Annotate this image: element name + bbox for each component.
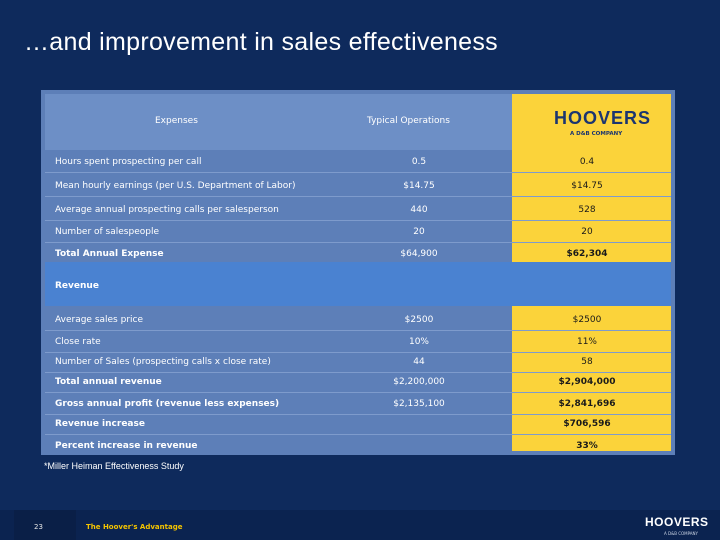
hoovers-logo: HOOVERS A D&B COMPANY: [512, 94, 671, 150]
hoovers-value: 0.4: [579, 157, 595, 167]
footer-logo-sub: A D&B COMPANY: [664, 531, 698, 536]
typical-value: $2,200,000: [393, 377, 445, 387]
table-row: Total Annual Expense $64,900 $62,304: [45, 244, 671, 264]
slide-title: …and improvement in sales effectiveness: [24, 28, 498, 56]
row-divider: [45, 172, 671, 173]
row-label: Total Annual Expense: [55, 249, 164, 259]
row-divider: [45, 242, 671, 243]
footer-logo: HOOVERS: [645, 515, 709, 529]
table-row: Number of Sales (prospecting calls x clo…: [45, 352, 671, 372]
footnote: *Miller Heiman Effectiveness Study: [44, 461, 184, 471]
hoovers-value: 11%: [576, 337, 597, 347]
row-label: Average annual prospecting calls per sal…: [55, 205, 279, 215]
row-label: Mean hourly earnings (per U.S. Departmen…: [55, 181, 296, 191]
footer-text: The Hoover's Advantage: [86, 523, 183, 531]
row-label: Average sales price: [55, 315, 144, 325]
hoovers-value: 528: [578, 205, 596, 215]
row-label: Revenue increase: [55, 419, 145, 429]
hoovers-logo-sub: A D&B COMPANY: [570, 131, 623, 137]
typical-value: $14.75: [403, 181, 435, 191]
table-row: Average sales price $2500 $2500: [45, 310, 671, 330]
header-typical: Typical Operations: [367, 116, 450, 126]
table-row: Percent increase in revenue 33%: [45, 436, 671, 456]
row-divider: [45, 414, 671, 415]
row-divider: [45, 352, 671, 353]
table-row: Gross annual profit (revenue less expens…: [45, 394, 671, 414]
table-header: Expenses Typical Operations HOOVERS A D&…: [45, 94, 671, 150]
row-label: Hours spent prospecting per call: [55, 157, 202, 167]
typical-value: 44: [413, 357, 425, 367]
footer-stripe: [14, 510, 76, 540]
row-divider: [45, 434, 671, 435]
hoovers-value: 33%: [576, 441, 598, 451]
hoovers-value: $706,596: [563, 419, 611, 429]
hoovers-value: 20: [581, 227, 593, 237]
header-expenses: Expenses: [155, 116, 198, 126]
row-label: Percent increase in revenue: [55, 441, 198, 451]
row-label: Number of salespeople: [55, 227, 159, 237]
typical-value: $64,900: [400, 249, 438, 259]
table-row: Total annual revenue $2,200,000 $2,904,000: [45, 372, 671, 392]
revenue-band: [45, 262, 671, 306]
page-number: 23: [34, 523, 43, 531]
table-row: Number of salespeople 20 20: [45, 222, 671, 242]
row-label: Number of Sales (prospecting calls x clo…: [55, 357, 271, 367]
row-divider: [45, 330, 671, 331]
hoovers-value: $2,841,696: [558, 399, 616, 409]
row-label: Gross annual profit (revenue less expens…: [55, 399, 280, 409]
row-label: Close rate: [55, 337, 101, 347]
table-row: Mean hourly earnings (per U.S. Departmen…: [45, 176, 671, 196]
table-row: Average annual prospecting calls per sal…: [45, 200, 671, 220]
row-divider: [45, 372, 671, 373]
typical-value: 10%: [408, 337, 429, 347]
typical-value: 0.5: [411, 157, 427, 167]
hoovers-value: 58: [581, 357, 593, 367]
revenue-label: Revenue: [55, 281, 99, 291]
row-divider: [45, 392, 671, 393]
row-label: Total annual revenue: [55, 377, 162, 387]
row-divider: [45, 220, 671, 221]
hoovers-value: $14.75: [571, 181, 603, 191]
hoovers-value: $62,304: [566, 249, 608, 259]
typical-value: 20: [413, 227, 425, 237]
table-row: Close rate 10% 11%: [45, 332, 671, 352]
footer-bar: [0, 510, 720, 540]
table-row: Hours spent prospecting per call 0.5 0.4: [45, 152, 671, 172]
hoovers-value: $2500: [572, 315, 602, 325]
typical-value: $2500: [404, 315, 434, 325]
typical-value: $2,135,100: [393, 399, 445, 409]
row-divider: [45, 196, 671, 197]
typical-value: 440: [410, 205, 428, 215]
hoovers-value: $2,904,000: [558, 377, 616, 387]
table-row: Revenue increase $706,596: [45, 414, 671, 434]
hoovers-logo-text: HOOVERS: [554, 108, 652, 128]
comparison-table: Expenses Typical Operations HOOVERS A D&…: [41, 90, 675, 455]
